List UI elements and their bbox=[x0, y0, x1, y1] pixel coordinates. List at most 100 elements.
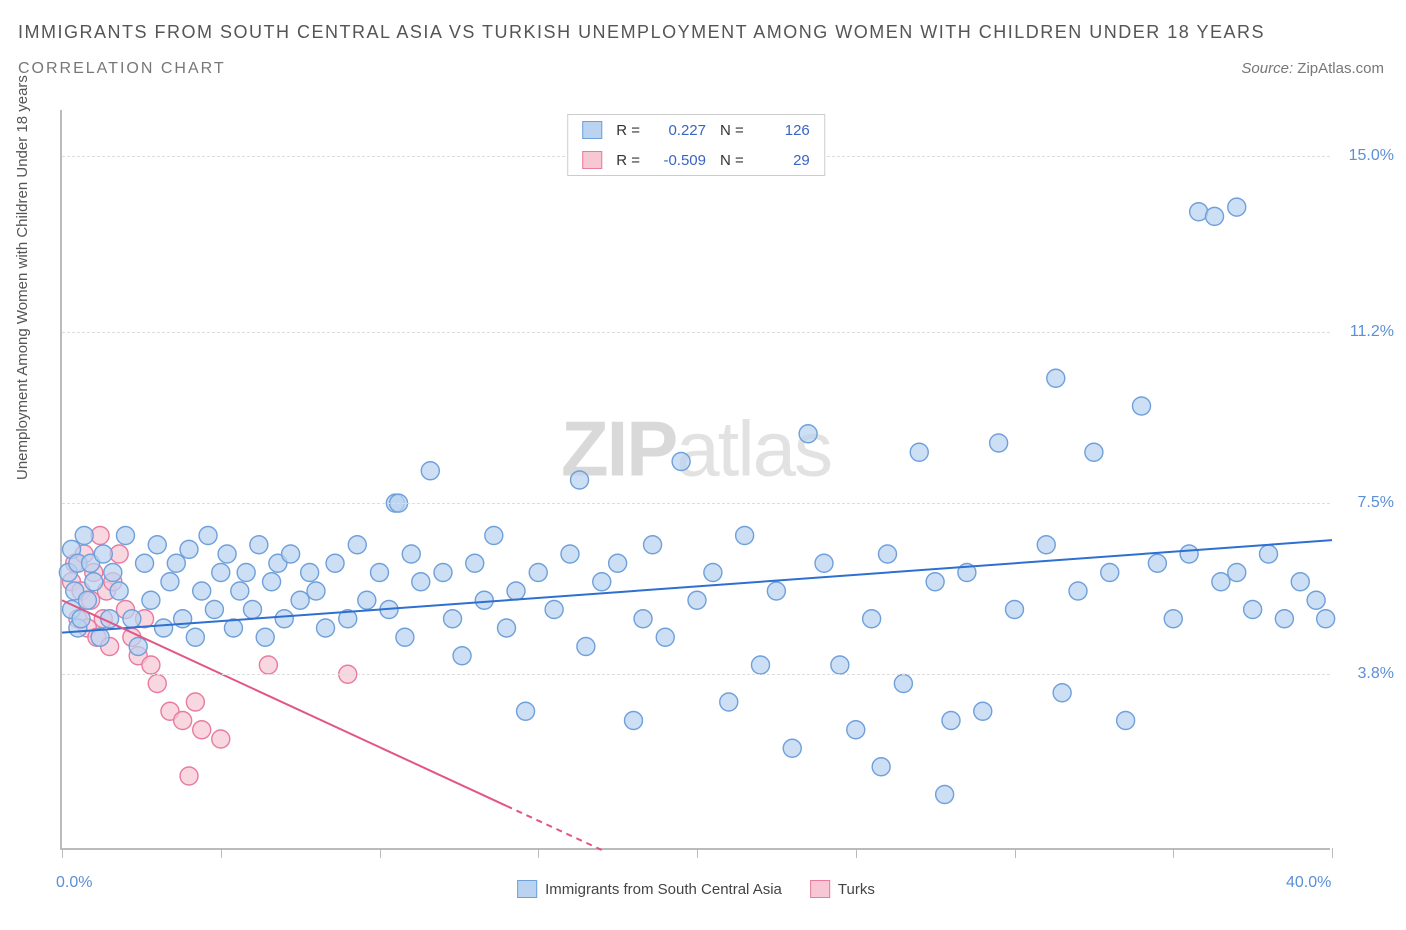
data-point bbox=[831, 656, 849, 674]
data-point bbox=[174, 712, 192, 730]
data-point bbox=[307, 582, 325, 600]
data-point bbox=[94, 545, 112, 563]
data-point bbox=[129, 638, 147, 656]
data-point bbox=[237, 564, 255, 582]
data-point bbox=[136, 554, 154, 572]
data-point bbox=[396, 628, 414, 646]
data-point bbox=[263, 573, 281, 591]
data-point bbox=[1212, 573, 1230, 591]
data-point bbox=[561, 545, 579, 563]
y-tick-label: 7.5% bbox=[1358, 494, 1394, 512]
series-legend: Immigrants from South Central Asia Turks bbox=[517, 880, 875, 898]
data-point bbox=[571, 471, 589, 489]
data-point bbox=[167, 554, 185, 572]
data-point bbox=[609, 554, 627, 572]
data-point bbox=[1053, 684, 1071, 702]
data-point bbox=[507, 582, 525, 600]
data-point bbox=[466, 554, 484, 572]
data-point bbox=[161, 573, 179, 591]
data-point bbox=[148, 536, 166, 554]
data-point bbox=[1260, 545, 1278, 563]
data-point bbox=[990, 434, 1008, 452]
legend-bottom-swatch-2 bbox=[810, 880, 830, 898]
data-point bbox=[117, 527, 135, 545]
legend-R-label: R = bbox=[616, 122, 640, 139]
data-point bbox=[180, 767, 198, 785]
data-point bbox=[244, 601, 262, 619]
data-point bbox=[577, 638, 595, 656]
data-point bbox=[110, 582, 128, 600]
data-point bbox=[847, 721, 865, 739]
legend-item-series2: Turks bbox=[810, 880, 875, 898]
chart-title: IMMIGRANTS FROM SOUTH CENTRAL ASIA VS TU… bbox=[18, 22, 1265, 43]
data-point bbox=[1133, 397, 1151, 415]
data-point bbox=[75, 527, 93, 545]
data-point bbox=[142, 656, 160, 674]
legend-item-series1: Immigrants from South Central Asia bbox=[517, 880, 782, 898]
data-point bbox=[371, 564, 389, 582]
data-point bbox=[1317, 610, 1335, 628]
data-point bbox=[453, 647, 471, 665]
correlation-legend: R = 0.227 N = 126 R = -0.509 N = 29 bbox=[567, 114, 825, 176]
y-tick-label: 11.2% bbox=[1350, 323, 1394, 341]
data-point bbox=[672, 453, 690, 471]
data-point bbox=[250, 536, 268, 554]
data-point bbox=[205, 601, 223, 619]
legend-row-series2: R = -0.509 N = 29 bbox=[568, 145, 824, 175]
data-point bbox=[926, 573, 944, 591]
source-credit: Source: ZipAtlas.com bbox=[1241, 60, 1384, 77]
data-point bbox=[256, 628, 274, 646]
data-point bbox=[1101, 564, 1119, 582]
data-point bbox=[1047, 369, 1065, 387]
source-label: Source: bbox=[1241, 60, 1293, 77]
data-point bbox=[625, 712, 643, 730]
data-point bbox=[752, 656, 770, 674]
data-point bbox=[259, 656, 277, 674]
data-point bbox=[1180, 545, 1198, 563]
data-point bbox=[421, 462, 439, 480]
data-point bbox=[212, 730, 230, 748]
data-point bbox=[444, 610, 462, 628]
data-point bbox=[529, 564, 547, 582]
data-point bbox=[720, 693, 738, 711]
data-point bbox=[123, 610, 141, 628]
data-point bbox=[942, 712, 960, 730]
data-point bbox=[434, 564, 452, 582]
data-point bbox=[186, 628, 204, 646]
data-point bbox=[142, 591, 160, 609]
data-point bbox=[688, 591, 706, 609]
legend-swatch-series1 bbox=[582, 121, 602, 139]
data-point bbox=[291, 591, 309, 609]
legend-R-label: R = bbox=[616, 152, 640, 169]
legend-R-value-series2: -0.509 bbox=[656, 152, 706, 169]
data-point bbox=[412, 573, 430, 591]
data-point bbox=[1228, 198, 1246, 216]
legend-bottom-label-1: Immigrants from South Central Asia bbox=[545, 881, 782, 898]
data-point bbox=[863, 610, 881, 628]
legend-bottom-swatch-1 bbox=[517, 880, 537, 898]
data-point bbox=[783, 739, 801, 757]
data-point bbox=[1291, 573, 1309, 591]
data-point bbox=[1006, 601, 1024, 619]
legend-N-label: N = bbox=[720, 122, 744, 139]
x-tick-label: 40.0% bbox=[1286, 874, 1331, 892]
data-point bbox=[317, 619, 335, 637]
data-point bbox=[231, 582, 249, 600]
data-point bbox=[224, 619, 242, 637]
trend-line bbox=[62, 540, 1332, 633]
data-point bbox=[1037, 536, 1055, 554]
data-point bbox=[218, 545, 236, 563]
data-point bbox=[348, 536, 366, 554]
data-point bbox=[326, 554, 344, 572]
trend-line-extrapolated bbox=[507, 806, 602, 850]
legend-R-value-series1: 0.227 bbox=[656, 122, 706, 139]
data-point bbox=[1307, 591, 1325, 609]
data-point bbox=[180, 540, 198, 558]
plot-svg bbox=[62, 110, 1330, 848]
data-point bbox=[148, 675, 166, 693]
data-point bbox=[799, 425, 817, 443]
data-point bbox=[193, 721, 211, 739]
data-point bbox=[1148, 554, 1166, 572]
data-point bbox=[358, 591, 376, 609]
trend-line bbox=[62, 600, 507, 806]
